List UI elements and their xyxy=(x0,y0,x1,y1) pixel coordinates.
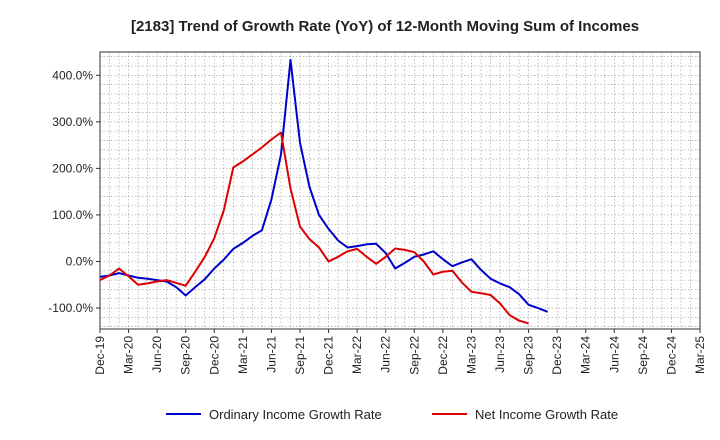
x-tick-label: Jun-20 xyxy=(150,336,164,373)
x-tick-label: Sep-21 xyxy=(293,336,307,375)
x-tick-label: Sep-23 xyxy=(522,336,536,375)
x-tick-label: Sep-24 xyxy=(636,336,650,375)
x-tick-label: Dec-20 xyxy=(207,336,221,375)
x-tick-label: Dec-23 xyxy=(550,336,564,375)
plot-area xyxy=(99,51,701,330)
x-tick-label: Jun-22 xyxy=(379,336,393,373)
x-tick-label: Mar-24 xyxy=(579,336,593,374)
x-tick-label: Mar-21 xyxy=(236,336,250,374)
x-tick-label: Mar-20 xyxy=(122,336,136,374)
legend-label-2: Net Income Growth Rate xyxy=(475,407,618,422)
x-tick-label: Mar-22 xyxy=(350,336,364,374)
legend-label-1: Ordinary Income Growth Rate xyxy=(209,407,382,422)
x-tick-label: Sep-22 xyxy=(407,336,421,375)
y-tick-label: 100.0% xyxy=(52,208,93,222)
x-tick-label: Jun-21 xyxy=(264,336,278,373)
y-tick-label: 400.0% xyxy=(52,68,93,82)
x-tick-label: Dec-24 xyxy=(664,336,678,375)
y-tick-label: 300.0% xyxy=(52,115,93,129)
x-tick-label: Mar-25 xyxy=(693,336,707,374)
grid xyxy=(99,52,701,329)
chart-title: [2183] Trend of Growth Rate (YoY) of 12-… xyxy=(131,18,639,35)
y-axis: 400.0% 300.0% 200.0% 100.0% 0.0% -100.0% xyxy=(48,68,100,315)
x-tick-label: Sep-20 xyxy=(179,336,193,375)
legend: Ordinary Income Growth Rate Net Income Gr… xyxy=(166,407,618,422)
y-tick-label: 200.0% xyxy=(52,161,93,175)
series-lines xyxy=(99,58,548,325)
y-tick-label: 0.0% xyxy=(66,254,94,268)
y-tick-label: -100.0% xyxy=(48,301,93,315)
x-tick-label: Jun-23 xyxy=(493,336,507,373)
series-line-2 xyxy=(99,131,529,325)
x-tick-label: Dec-22 xyxy=(436,336,450,375)
series-line-1 xyxy=(99,58,548,313)
x-tick-label: Jun-24 xyxy=(607,336,621,373)
x-tick-label: Dec-21 xyxy=(322,336,336,375)
x-tick-label: Dec-19 xyxy=(93,336,107,375)
x-tick-label: Mar-23 xyxy=(464,336,478,374)
x-axis: Dec-19 Mar-20 Jun-20 Sep-20 Dec-20 Mar-21 Jun-… xyxy=(93,329,707,375)
